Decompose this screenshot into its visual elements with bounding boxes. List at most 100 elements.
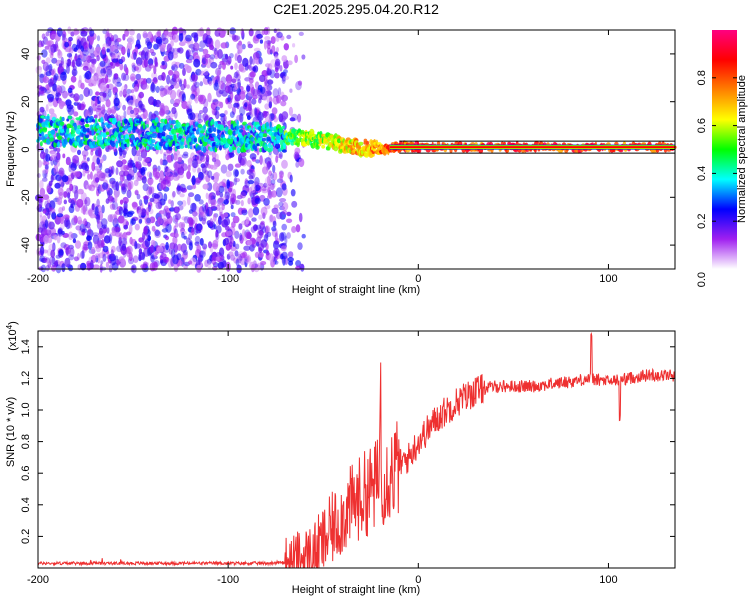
spectrogram-cell — [39, 106, 45, 113]
spectrogram-cell — [279, 232, 285, 242]
snr-y-tick-label: 0.6 — [20, 466, 32, 481]
spectrogram-cell — [218, 185, 225, 193]
snr-multiplier-exp: 4 — [5, 324, 14, 329]
spectrogram-cell — [134, 223, 140, 231]
spectrogram-cell — [107, 214, 114, 223]
spectrogram-cell — [261, 185, 267, 192]
spectrogram-cell — [75, 58, 81, 67]
spectrogram-cell — [76, 198, 84, 208]
spectrogram-y-label: Frequency (Hz) — [5, 111, 17, 187]
spectrogram-cell — [243, 245, 251, 251]
spectrogram-cell — [55, 75, 62, 82]
spectrogram-cell — [236, 120, 239, 126]
spectrogram-cell — [174, 98, 181, 106]
spectrogram-cell — [121, 183, 128, 193]
spectrogram-cell — [125, 165, 133, 171]
spectrogram-cell — [239, 151, 247, 157]
spectrogram-cell — [183, 64, 190, 70]
spectrogram-cell — [220, 254, 225, 261]
spectrogram-cell — [247, 43, 253, 49]
spectrogram-cell — [83, 243, 88, 251]
spectrogram-cell — [217, 49, 223, 59]
spectrogram-cell — [111, 58, 119, 63]
spectrogram-cell — [233, 102, 240, 108]
spectrogram-cell — [101, 46, 106, 56]
spectrogram-cell — [248, 64, 253, 71]
spectrogram-cell — [263, 182, 268, 188]
snr-y-label: SNR (10 * v/v) — [5, 397, 17, 467]
spectrogram-cell — [280, 72, 286, 79]
spectrogram-cell — [179, 145, 185, 149]
spectrogram-cell — [272, 164, 276, 174]
spectrogram-cell — [202, 113, 209, 121]
spectrogram-cell — [44, 45, 50, 50]
spectrogram-cell — [83, 218, 87, 226]
spectrogram-cell — [150, 186, 155, 194]
spectrogram-cell — [133, 86, 139, 93]
spectrogram-cell — [107, 124, 113, 128]
spectrogram-y-tick-label: 20 — [20, 96, 32, 108]
spectrogram-cell — [219, 145, 222, 151]
spectrogram-cell — [321, 144, 326, 149]
spectrogram-cell — [60, 56, 64, 66]
spectrogram-cell — [222, 196, 227, 201]
spectrogram-cell — [122, 150, 126, 159]
spectrogram-cell — [150, 81, 155, 92]
spectrogram-cell — [155, 85, 160, 94]
spectrogram-cell — [96, 55, 100, 62]
spectrogram-cell — [122, 104, 126, 111]
spectrogram-cell — [192, 42, 200, 51]
spectrogram-cell — [203, 124, 207, 130]
spectrogram-cell — [277, 87, 282, 96]
snr-multiplier: (x104) — [5, 321, 19, 351]
spectrogram-cell — [65, 219, 71, 230]
spectrogram-cell — [263, 234, 269, 242]
spectrogram-cell — [287, 251, 294, 258]
spectrogram-cell — [142, 122, 146, 130]
spectrogram-cell — [88, 45, 95, 55]
spectrogram-cell — [38, 73, 45, 78]
spectrogram-cell — [122, 258, 126, 266]
spectrogram-cell — [236, 114, 243, 121]
spectrogram-cell — [265, 243, 269, 251]
spectrogram-cell — [87, 173, 91, 180]
spectrogram-cell — [159, 255, 164, 261]
spectrogram-cell — [258, 94, 263, 101]
spectrogram-cell — [74, 141, 80, 146]
spectrogram-cell — [292, 43, 296, 48]
colorbar-tick-label: 0.2 — [696, 214, 708, 229]
spectrogram-cell — [77, 188, 84, 195]
spectrogram-cell — [90, 53, 95, 59]
spectrogram-cell — [87, 241, 93, 250]
spectrogram-cell — [266, 194, 273, 200]
spectrogram-cell — [267, 183, 271, 192]
spectrogram-cell — [203, 205, 209, 214]
spectrogram-cell — [50, 249, 56, 258]
spectrogram-cell — [296, 264, 300, 271]
spectrogram-cell — [234, 62, 238, 71]
snr-x-label: Height of straight line (km) — [292, 584, 420, 596]
spectrogram-cell — [176, 162, 183, 168]
spectrogram-cell — [183, 216, 190, 224]
snr-x-tick-label: -100 — [217, 574, 239, 586]
spectrogram-cell — [205, 192, 209, 200]
spectrogram-cell — [240, 191, 247, 199]
spectrogram-cell — [46, 185, 52, 194]
spectrogram-cell — [173, 206, 180, 214]
spectrogram-cell — [291, 226, 297, 233]
spectrogram-cell — [121, 237, 128, 246]
spectrogram-cell — [65, 160, 71, 166]
spectrogram-cell — [233, 137, 237, 143]
spectrogram-cell — [61, 206, 66, 211]
spectrogram-cell — [239, 129, 244, 133]
spectrogram-cell — [135, 57, 143, 66]
spectrogram-cell — [231, 33, 237, 41]
spectrogram-cell — [241, 209, 248, 216]
spectrogram-cell — [212, 173, 220, 183]
spectrogram-cell — [123, 110, 127, 119]
spectrogram-cell — [134, 189, 139, 196]
spectrogram-cell — [119, 199, 124, 205]
spectrogram-cell — [84, 70, 92, 80]
spectrogram-cell — [188, 192, 195, 198]
spectrogram-cell — [249, 107, 253, 115]
